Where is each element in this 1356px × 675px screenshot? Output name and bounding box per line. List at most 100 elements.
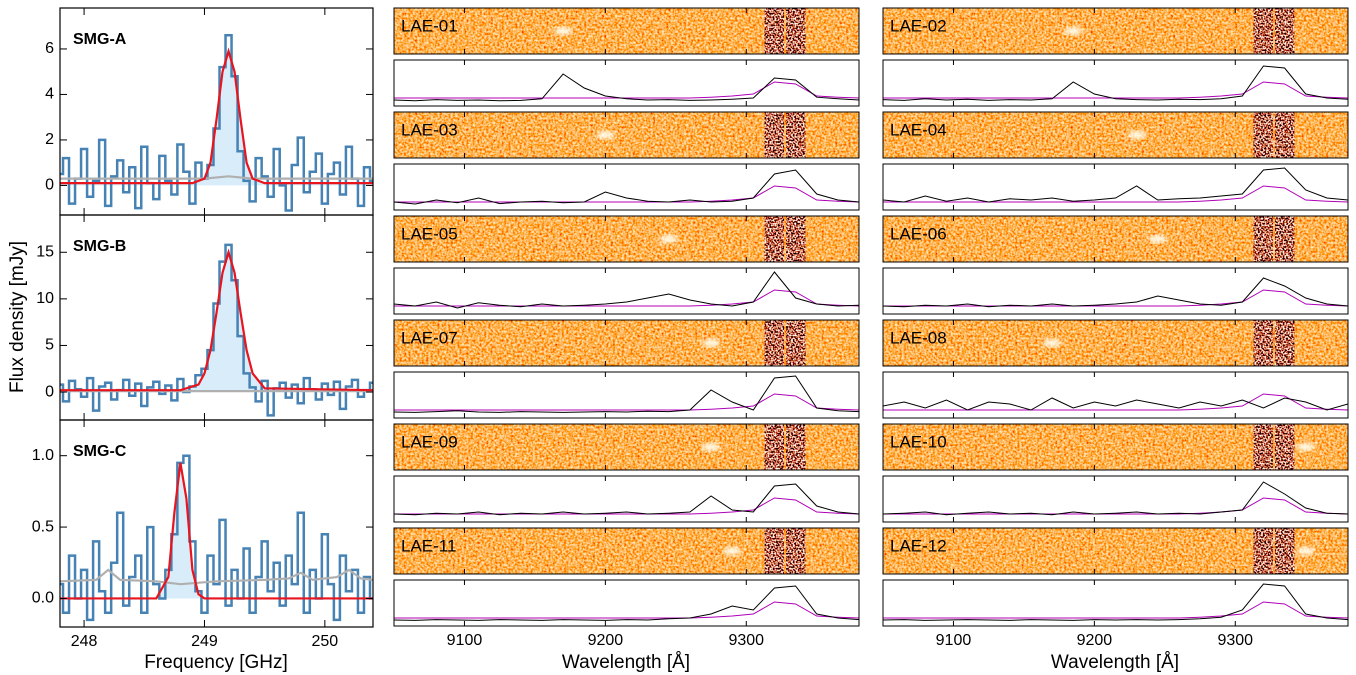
sky-residual bbox=[786, 112, 806, 158]
panel-label: LAE-11 bbox=[401, 536, 456, 555]
spectrum-plot bbox=[394, 476, 859, 522]
panel-label: LAE-05 bbox=[401, 224, 458, 243]
plot-frame bbox=[882, 475, 1349, 523]
emission-blob bbox=[1127, 131, 1146, 139]
sky-residual bbox=[1253, 528, 1273, 574]
x-tick-label: 248 bbox=[71, 633, 98, 650]
sky-residual bbox=[786, 528, 806, 574]
x-tick-label: 9100 bbox=[936, 632, 972, 649]
sky-residual bbox=[1253, 216, 1273, 262]
spectrum-plot bbox=[883, 164, 1348, 210]
image-frame bbox=[393, 423, 860, 471]
y-tick-label: 2 bbox=[45, 131, 54, 148]
flux-line bbox=[883, 167, 1348, 203]
image-frame bbox=[882, 527, 1349, 575]
spectrum-image bbox=[883, 528, 1348, 574]
sky-residual bbox=[764, 424, 784, 470]
emission-blob bbox=[596, 131, 615, 139]
spectrum-image bbox=[883, 216, 1348, 262]
noise-line bbox=[60, 175, 373, 180]
flux-line bbox=[394, 483, 859, 516]
sky-residual bbox=[1275, 216, 1295, 262]
spectrum-image bbox=[394, 8, 859, 54]
image-frame bbox=[882, 319, 1349, 367]
spectrum-image bbox=[394, 320, 859, 366]
sky-residual bbox=[786, 424, 806, 470]
emission-blob bbox=[554, 27, 573, 35]
sky-residual bbox=[1275, 112, 1295, 158]
panel bbox=[60, 243, 373, 417]
fit-line bbox=[60, 47, 373, 185]
spectrum-image bbox=[883, 424, 1348, 470]
image-frame bbox=[882, 111, 1349, 159]
x-axis-label: Frequency [GHz] bbox=[144, 652, 288, 673]
sky-residual bbox=[764, 8, 784, 54]
y-tick-label: 6 bbox=[45, 40, 54, 57]
fit-line bbox=[60, 462, 373, 600]
emission-blob bbox=[702, 339, 721, 347]
spectrum-plot bbox=[394, 268, 859, 314]
plot-frame bbox=[882, 59, 1349, 107]
sky-residual bbox=[764, 112, 784, 158]
sky-residual bbox=[1253, 424, 1273, 470]
spectrum-plot bbox=[883, 60, 1348, 106]
sky-line bbox=[394, 393, 859, 411]
sky-line bbox=[394, 185, 859, 203]
panel-label: SMG-B bbox=[73, 238, 126, 255]
sky-residual bbox=[1275, 8, 1295, 54]
image-frame bbox=[393, 527, 860, 575]
flux-line bbox=[883, 583, 1348, 621]
panel-label: LAE-01 bbox=[401, 16, 458, 35]
sky-residual bbox=[786, 216, 806, 262]
plot-frame bbox=[882, 371, 1349, 419]
spectrum-plot bbox=[883, 372, 1348, 418]
y-tick-label: 0.5 bbox=[32, 518, 54, 535]
emission-blob bbox=[1064, 27, 1083, 35]
panel bbox=[60, 34, 373, 212]
y-tick-label: 4 bbox=[45, 86, 54, 103]
spectrum-plot bbox=[394, 60, 859, 106]
panel-label: SMG-C bbox=[73, 443, 127, 460]
plot-frame bbox=[393, 475, 860, 523]
plot-frame bbox=[882, 579, 1349, 627]
spectrum-plot bbox=[883, 580, 1348, 626]
image-frame bbox=[393, 111, 860, 159]
sky-line bbox=[883, 81, 1348, 99]
panel-label: LAE-02 bbox=[890, 16, 947, 35]
flux-line bbox=[394, 585, 859, 621]
y-tick-label: 5 bbox=[45, 337, 54, 354]
flux-line bbox=[883, 481, 1348, 516]
panel-label: LAE-07 bbox=[401, 328, 458, 347]
sky-residual bbox=[786, 8, 806, 54]
panel-label: LAE-06 bbox=[890, 224, 947, 243]
sky-line bbox=[394, 81, 859, 99]
sky-residual bbox=[764, 216, 784, 262]
x-tick-label: 9300 bbox=[728, 632, 764, 649]
spectrum-plot bbox=[394, 164, 859, 210]
spectrum-image bbox=[394, 424, 859, 470]
sky-residual bbox=[1275, 320, 1295, 366]
sky-residual bbox=[1275, 528, 1295, 574]
sky-line bbox=[394, 497, 859, 515]
image-frame bbox=[882, 7, 1349, 55]
sky-residual bbox=[764, 528, 784, 574]
plot-frame bbox=[882, 163, 1349, 211]
sky-residual bbox=[764, 320, 784, 366]
spectrum-image bbox=[394, 112, 859, 158]
panel-label: LAE-09 bbox=[401, 432, 458, 451]
emission-blob bbox=[1296, 443, 1315, 451]
panel-label: LAE-03 bbox=[401, 120, 458, 139]
fit-fill bbox=[60, 252, 373, 393]
flux-line bbox=[883, 277, 1348, 308]
image-frame bbox=[882, 215, 1349, 263]
y-tick-label: 0 bbox=[45, 177, 54, 194]
y-tick-label: 1.0 bbox=[32, 447, 54, 464]
x-axis-label: Wavelength [Å] bbox=[1051, 652, 1179, 673]
sky-line bbox=[394, 601, 859, 619]
flux-steps bbox=[60, 454, 373, 622]
emission-blob bbox=[1296, 547, 1315, 555]
x-tick-label: 250 bbox=[311, 633, 338, 650]
plot-frame bbox=[393, 163, 860, 211]
fit-line bbox=[60, 248, 373, 392]
